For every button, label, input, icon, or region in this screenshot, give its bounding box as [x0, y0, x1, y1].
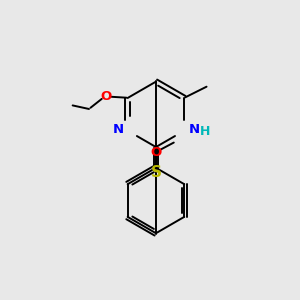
Text: N: N: [189, 123, 200, 136]
Text: H: H: [200, 125, 210, 138]
Text: O: O: [150, 146, 162, 159]
Text: O: O: [100, 90, 112, 103]
Text: N: N: [113, 123, 124, 136]
Text: S: S: [150, 165, 161, 180]
